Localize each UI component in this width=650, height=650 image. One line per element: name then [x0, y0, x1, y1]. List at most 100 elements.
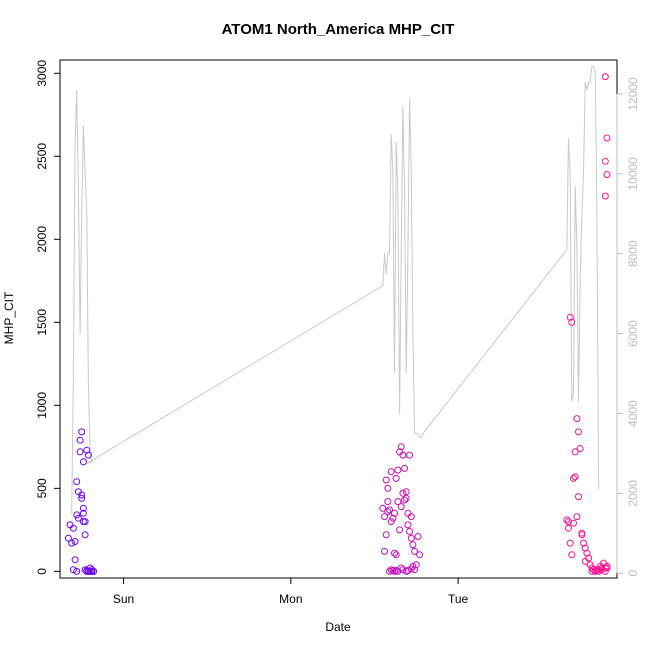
x-tick-label: Sun	[113, 592, 134, 606]
data-point	[381, 547, 388, 555]
data-point	[391, 509, 398, 517]
data-point	[411, 566, 419, 574]
x-tick-label: Mon	[279, 592, 302, 606]
data-point	[601, 192, 609, 200]
data-point	[384, 498, 392, 506]
x-axis: Sun Mon Tue	[113, 577, 469, 606]
data-point	[90, 567, 97, 575]
data-point	[386, 506, 393, 514]
scatter-points	[64, 73, 611, 575]
y-axis-label: MHP_CIT	[2, 291, 16, 344]
data-point	[384, 484, 392, 492]
data-point	[389, 514, 397, 522]
y-tick-label: 0	[35, 568, 49, 575]
data-point	[76, 436, 84, 444]
data-point	[66, 521, 74, 529]
data-point	[384, 508, 392, 516]
data-point	[84, 567, 92, 575]
data-point	[409, 541, 417, 549]
data-point	[563, 516, 571, 524]
data-point	[71, 538, 79, 545]
y-axis-right: 0 2000 4000 6000 8000 10000 12000	[616, 77, 640, 577]
y2-tick-label: 10000	[626, 157, 640, 191]
data-point	[571, 473, 579, 481]
data-point	[402, 488, 410, 496]
gray-line	[71, 65, 600, 514]
data-point	[566, 539, 574, 547]
y-tick-label: 1000	[35, 392, 49, 419]
data-point	[416, 551, 424, 559]
data-point	[575, 428, 582, 436]
data-point	[83, 446, 91, 454]
data-point	[394, 498, 402, 506]
data-point	[402, 494, 410, 502]
data-point	[603, 134, 611, 142]
data-point	[571, 448, 579, 456]
data-point	[79, 504, 87, 512]
data-point	[78, 494, 86, 502]
data-point	[406, 451, 414, 459]
data-point	[583, 549, 591, 557]
data-point	[394, 466, 402, 474]
data-point	[78, 491, 86, 499]
data-point	[74, 488, 82, 496]
data-point	[598, 566, 606, 574]
data-point	[603, 171, 611, 179]
data-point	[399, 451, 407, 459]
data-point	[401, 464, 409, 472]
data-point	[601, 567, 609, 575]
y2-tick-label: 8000	[626, 240, 640, 267]
data-point	[601, 564, 609, 572]
gray-line-series	[71, 65, 600, 514]
data-point	[381, 513, 388, 521]
data-point	[382, 476, 390, 484]
data-point	[392, 474, 400, 482]
data-point	[406, 528, 414, 535]
data-point	[407, 513, 415, 521]
y-axis-left: 0 500 1000 1500 2000 2500 3000	[35, 60, 61, 575]
data-point	[399, 489, 407, 497]
x-axis-label: Date	[325, 620, 351, 634]
data-point	[379, 504, 387, 512]
data-point	[404, 509, 412, 517]
data-point	[69, 524, 77, 532]
data-point	[69, 566, 77, 574]
data-point	[581, 557, 589, 565]
data-point	[576, 445, 584, 452]
data-point	[74, 514, 82, 522]
data-point	[568, 551, 576, 559]
data-point	[573, 513, 581, 521]
data-point	[78, 428, 86, 436]
data-point	[79, 458, 87, 466]
data-point	[76, 448, 84, 456]
data-point	[580, 539, 587, 547]
y-tick-label: 1500	[35, 309, 49, 336]
data-point	[84, 451, 92, 459]
y2-tick-label: 6000	[626, 320, 640, 347]
data-point	[570, 519, 577, 527]
y2-tick-label: 12000	[626, 77, 640, 111]
data-point	[397, 564, 405, 572]
data-point	[581, 544, 589, 552]
data-point	[397, 503, 405, 511]
data-point	[387, 468, 395, 476]
data-point	[603, 562, 611, 570]
y-tick-label: 2000	[35, 226, 49, 253]
data-point	[81, 518, 89, 526]
data-point	[412, 561, 420, 569]
data-point	[79, 509, 87, 517]
data-point	[578, 531, 586, 539]
data-point	[573, 415, 581, 423]
data-point	[566, 313, 574, 321]
data-point	[386, 567, 393, 575]
data-point	[73, 511, 81, 519]
data-point	[595, 567, 603, 575]
data-point	[404, 567, 412, 574]
data-point	[387, 518, 395, 526]
data-point	[570, 474, 577, 482]
data-point	[73, 567, 81, 575]
x-tick-label: Tue	[448, 592, 469, 606]
data-point	[586, 561, 594, 569]
y-tick-label: 3000	[35, 60, 49, 87]
